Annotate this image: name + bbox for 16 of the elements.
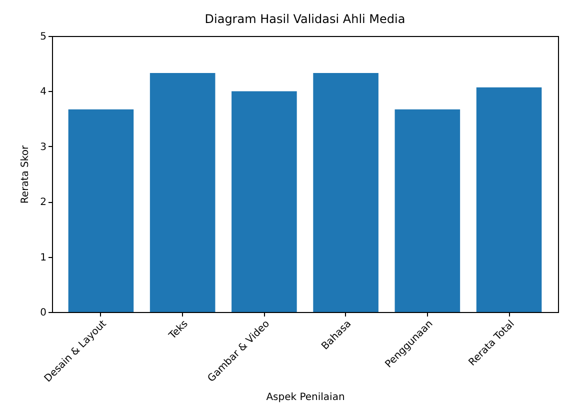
y-tick-label: 0 xyxy=(40,308,46,318)
bar xyxy=(68,109,134,312)
bar xyxy=(394,109,460,312)
bar xyxy=(476,87,542,312)
chart-title: Diagram Hasil Validasi Ahli Media xyxy=(204,12,406,26)
y-tick-label: 1 xyxy=(40,252,46,264)
bar xyxy=(150,72,216,312)
y-tick-label: 3 xyxy=(40,142,46,153)
x-axis-title: Aspek Penilaian xyxy=(266,392,345,403)
y-tick-label: 5 xyxy=(40,32,46,42)
bar xyxy=(313,72,378,312)
y-axis-title: Rerata Skor xyxy=(20,144,32,204)
y-tick-label: 4 xyxy=(40,86,46,98)
x-tick-label: Teks xyxy=(166,318,190,342)
bar xyxy=(232,91,297,312)
y-tick-label: 2 xyxy=(40,197,46,208)
